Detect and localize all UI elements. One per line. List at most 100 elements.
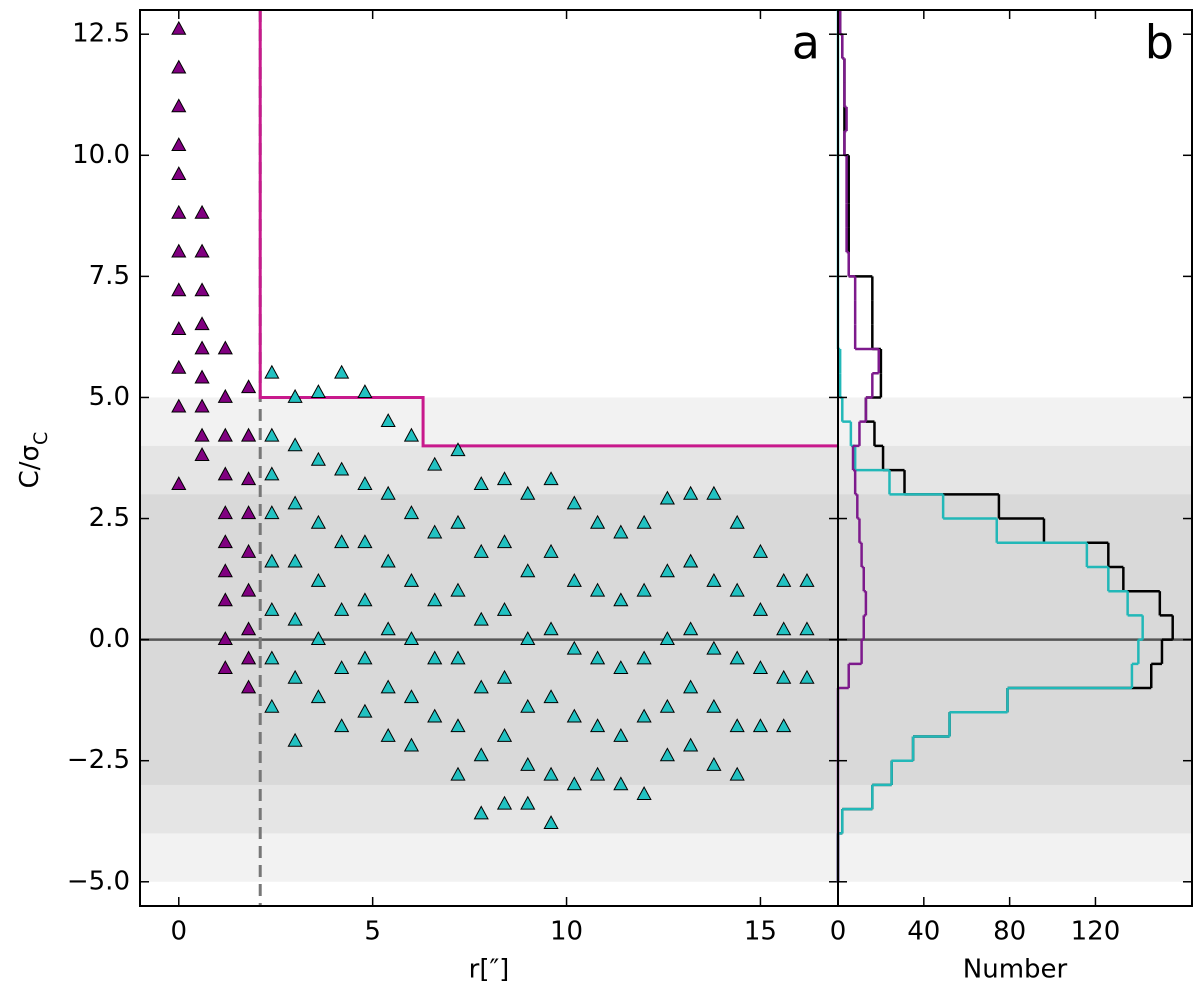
point: [171, 476, 187, 491]
point: [380, 485, 396, 500]
point: [520, 485, 536, 500]
point: [427, 524, 443, 539]
point: [427, 708, 443, 723]
y-tick-label: 12.5: [72, 19, 130, 49]
point: [636, 650, 652, 665]
point: [450, 718, 466, 733]
point: [776, 621, 792, 636]
point: [427, 456, 443, 471]
point: [240, 621, 257, 636]
point: [543, 471, 559, 486]
point: [334, 660, 350, 675]
point: [380, 679, 396, 694]
point: [194, 243, 210, 258]
point: [217, 592, 233, 607]
point: [520, 757, 536, 771]
point: [264, 698, 280, 713]
point: [659, 490, 675, 505]
point: [752, 602, 769, 616]
point: [683, 485, 699, 500]
point: [357, 703, 373, 718]
point: [287, 611, 303, 626]
point: [659, 563, 675, 578]
point: [380, 413, 396, 428]
point: [659, 747, 675, 762]
point: [450, 582, 466, 597]
point: [310, 384, 326, 398]
point: [217, 660, 233, 675]
y-axis-label: C/σC: [15, 432, 52, 489]
point: [566, 572, 582, 587]
point: [799, 621, 815, 636]
point: [403, 505, 420, 520]
point: [589, 582, 606, 597]
x-tick-label: 0: [830, 917, 847, 947]
point: [729, 766, 745, 781]
point: [799, 669, 815, 684]
point: [217, 340, 233, 355]
plot-frame: [837, 9, 1193, 907]
point: [613, 727, 629, 742]
point: [613, 776, 629, 791]
point: [217, 505, 233, 520]
point: [403, 689, 420, 704]
y-tick-label: 2.5: [89, 503, 130, 533]
point: [171, 20, 187, 35]
point: [520, 795, 536, 810]
point: [264, 364, 280, 379]
x-tick-label: 40: [907, 917, 940, 947]
point: [264, 427, 280, 442]
point: [496, 534, 513, 549]
point: [659, 698, 675, 713]
point: [543, 621, 559, 636]
point: [357, 384, 373, 398]
point: [566, 640, 582, 655]
panel-label: a: [792, 16, 820, 70]
point: [380, 621, 396, 636]
point: [171, 243, 187, 258]
point: [543, 543, 559, 558]
point: [427, 592, 443, 607]
point: [706, 698, 722, 713]
point: [217, 388, 233, 403]
x-tick-label: 15: [744, 917, 777, 947]
point: [357, 534, 373, 549]
point: [264, 553, 280, 568]
point: [240, 582, 257, 597]
point: [776, 572, 792, 587]
point: [264, 505, 280, 520]
point: [171, 137, 187, 151]
point: [171, 166, 187, 181]
point: [334, 461, 350, 476]
point: [171, 398, 187, 413]
point: [520, 563, 536, 578]
point: [776, 718, 792, 733]
x-tick-label: 0: [171, 917, 188, 947]
point: [450, 442, 466, 457]
point: [171, 282, 187, 297]
point: [496, 727, 513, 742]
point: [729, 650, 745, 665]
y-axis-label-sub: C: [30, 432, 52, 445]
point: [636, 514, 652, 529]
point: [752, 660, 769, 675]
point: [473, 611, 489, 626]
point: [636, 708, 652, 723]
point: [473, 543, 489, 558]
point: [496, 471, 513, 486]
y-axis-label-main: C/σ: [15, 445, 45, 488]
point: [613, 592, 629, 607]
y-tick-label: −2.5: [67, 745, 130, 775]
point: [194, 398, 210, 413]
point: [287, 669, 303, 684]
point: [171, 359, 187, 374]
point: [683, 679, 699, 694]
point: [217, 427, 233, 442]
point: [334, 534, 350, 549]
point: [427, 650, 443, 665]
point: [334, 364, 350, 379]
point: [683, 737, 699, 752]
x-axis-label: r[″]: [469, 955, 510, 985]
point: [264, 650, 280, 665]
